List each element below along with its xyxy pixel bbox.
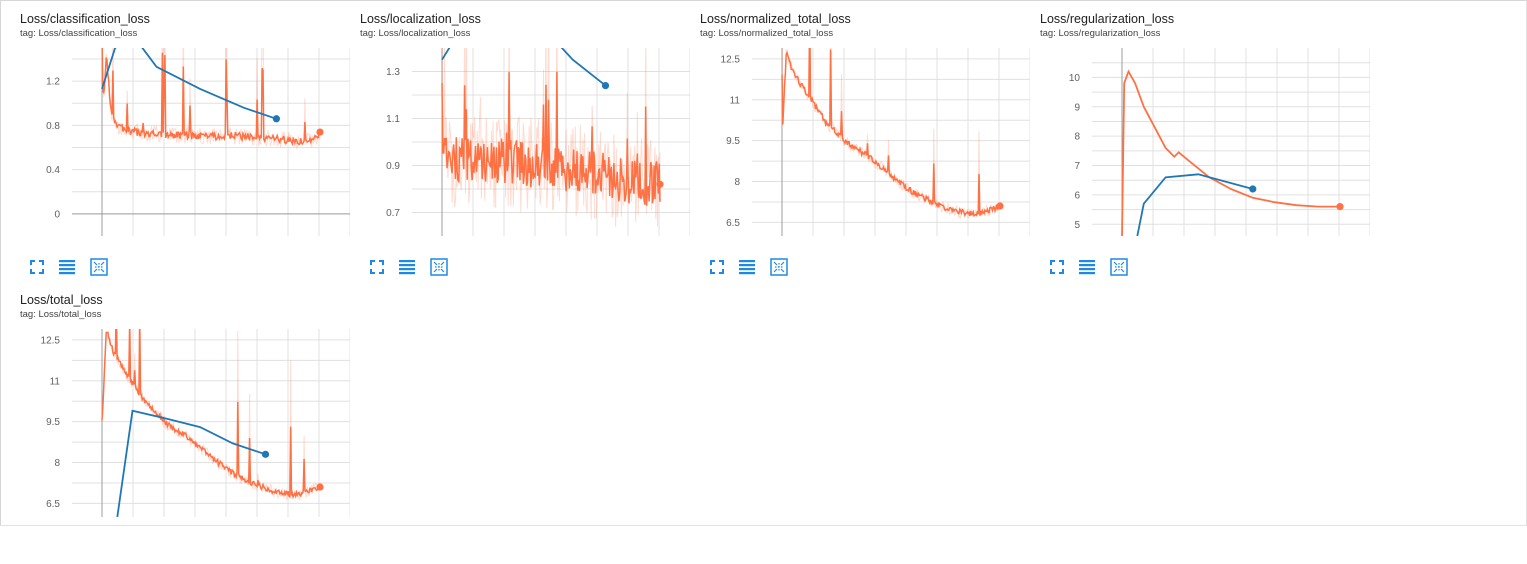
chart-title: Loss/regularization_loss	[1040, 12, 1175, 26]
series-line-raw	[101, 329, 321, 502]
y-tick-label: 9.5	[46, 417, 60, 428]
y-tick-label: 6.5	[726, 218, 740, 229]
y-tick-label: 8	[1074, 132, 1080, 143]
y-tick-label: 0.8	[46, 121, 60, 132]
series-line	[441, 71, 661, 206]
data-table-icon[interactable]	[58, 258, 76, 276]
series-line	[1136, 173, 1254, 236]
chart-card: Loss/localization_loss tag: Loss/localiz…	[360, 8, 695, 283]
series-end-point	[656, 180, 664, 188]
y-tick-label: 9	[1074, 102, 1080, 113]
series-line	[101, 329, 321, 500]
series-line	[1121, 69, 1340, 236]
chart-card: Loss/classification_loss tag: Loss/class…	[20, 8, 355, 283]
fit-domain-icon[interactable]	[90, 258, 108, 276]
series-line-raw	[441, 48, 661, 227]
series-line	[101, 48, 321, 147]
data-table-icon[interactable]	[398, 258, 416, 276]
fullscreen-icon[interactable]	[28, 258, 46, 276]
series-end-point	[601, 82, 610, 90]
fullscreen-icon[interactable]	[1048, 258, 1066, 276]
y-tick-label: 8	[734, 177, 740, 188]
data-table-icon[interactable]	[1078, 258, 1096, 276]
y-tick-label: 0.4	[46, 165, 60, 176]
y-tick-label: 11	[730, 95, 741, 106]
series-end-point	[1249, 185, 1257, 193]
chart-title: Loss/classification_loss	[20, 12, 150, 26]
y-tick-label: 8	[54, 458, 60, 469]
line-chart[interactable]: 0.7 0.9 1.1 1.3	[360, 48, 690, 238]
y-tick-label: 0	[54, 209, 60, 220]
series-line	[116, 409, 266, 517]
y-tick-label: 6.5	[46, 499, 60, 510]
chart-tag: tag: Loss/total_loss	[20, 309, 102, 320]
fullscreen-icon[interactable]	[368, 258, 386, 276]
line-chart[interactable]: 6.5 8 9.5 11 12.5	[20, 329, 350, 519]
y-tick-label: 11	[50, 376, 61, 387]
fit-domain-icon[interactable]	[1110, 258, 1128, 276]
chart-title: Loss/normalized_total_loss	[700, 12, 851, 26]
y-tick-label: 12.5	[721, 54, 741, 65]
series-end-point	[261, 450, 270, 458]
y-tick-label: 6	[1074, 190, 1080, 201]
chart-tag: tag: Loss/classification_loss	[20, 28, 138, 39]
y-tick-label: 10	[1069, 73, 1081, 84]
chart-title: Loss/localization_loss	[360, 12, 481, 26]
y-tick-label: 0.7	[386, 208, 400, 219]
y-tick-label: 12.5	[41, 335, 61, 346]
y-tick-label: 9.5	[726, 136, 740, 147]
series-line	[781, 48, 1001, 218]
line-chart[interactable]: 5 6 7 8 9 10	[1040, 48, 1370, 238]
chart-card: Loss/regularization_loss tag: Loss/regul…	[1040, 8, 1375, 283]
fullscreen-icon[interactable]	[708, 258, 726, 276]
chart-tag: tag: Loss/normalized_total_loss	[700, 28, 834, 39]
line-chart[interactable]: 6.5 8 9.5 11 12.5	[700, 48, 1030, 238]
y-tick-label: 5	[1074, 220, 1080, 231]
series-line	[101, 48, 277, 120]
series-line-raw	[781, 48, 1001, 220]
chart-card: Loss/total_loss tag: Loss/total_loss 6.5…	[20, 289, 355, 564]
y-tick-label: 1.2	[46, 77, 60, 88]
series-line	[441, 48, 607, 87]
y-tick-label: 7	[1074, 161, 1080, 172]
y-tick-label: 1.3	[386, 67, 400, 78]
fit-domain-icon[interactable]	[770, 258, 788, 276]
data-table-icon[interactable]	[738, 258, 756, 276]
chart-card: Loss/normalized_total_loss tag: Loss/nor…	[700, 8, 1035, 283]
line-chart[interactable]: 0 0.4 0.8 1.2	[20, 48, 350, 238]
y-tick-label: 0.9	[386, 161, 400, 172]
series-end-point	[316, 483, 324, 491]
chart-tag: tag: Loss/regularization_loss	[1040, 28, 1161, 39]
chart-title: Loss/total_loss	[20, 293, 103, 307]
series-end-point	[996, 202, 1004, 210]
fit-domain-icon[interactable]	[430, 258, 448, 276]
series-end-point	[272, 115, 280, 123]
series-end-point	[1336, 203, 1344, 211]
series-end-point	[316, 128, 324, 136]
chart-tag: tag: Loss/localization_loss	[360, 28, 471, 39]
y-tick-label: 1.1	[386, 114, 400, 125]
